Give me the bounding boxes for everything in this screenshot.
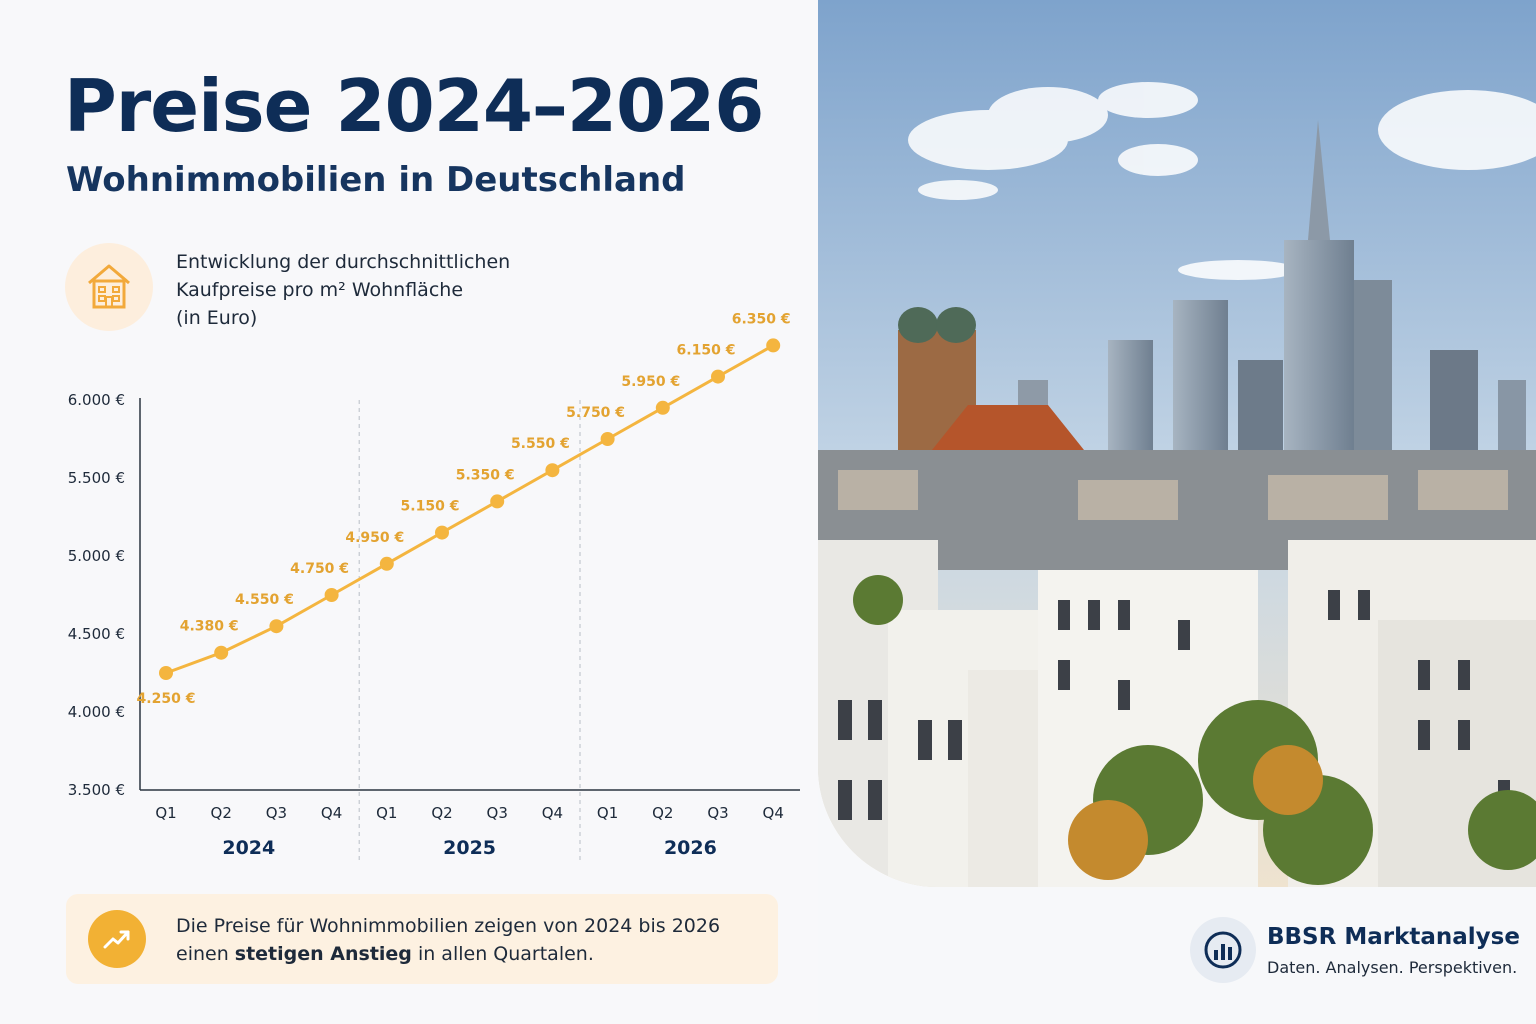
- data-point: [269, 619, 284, 634]
- note-line: einen stetigen Anstieg in allen Quartale…: [176, 943, 594, 965]
- data-label: 5.750 €: [566, 405, 625, 421]
- x-tick-label: Q2: [431, 804, 452, 822]
- data-point: [379, 556, 394, 571]
- y-tick-label: 3.500 €: [68, 781, 125, 799]
- data-label: 5.150 €: [401, 499, 460, 515]
- x-tick-label: Q1: [155, 804, 176, 822]
- brand-tagline: Daten. Analysen. Perspektiven.: [1267, 958, 1518, 977]
- house-icon: [65, 243, 153, 331]
- bar-chart-icon: [1190, 917, 1256, 983]
- page-title: Preise 2024–2026: [64, 64, 764, 148]
- x-tick-label: Q2: [652, 804, 673, 822]
- data-point: [545, 463, 560, 478]
- description-line: Entwicklung der durchschnittlichen: [176, 251, 511, 273]
- data-label: 5.350 €: [456, 467, 515, 483]
- y-tick-label: 6.000 €: [68, 391, 125, 409]
- data-point: [600, 432, 615, 446]
- data-label: 5.950 €: [621, 374, 680, 390]
- page-subtitle: Wohnimmobilien in Deutschland: [66, 160, 686, 200]
- y-tick-label: 5.000 €: [68, 547, 125, 565]
- x-tick-label: Q1: [376, 804, 397, 822]
- data-point: [711, 369, 725, 384]
- data-point: [655, 400, 670, 415]
- data-point: [766, 338, 781, 353]
- x-tick-label: Q3: [487, 804, 508, 822]
- brand-name: BBSR Marktanalyse: [1267, 924, 1520, 950]
- trend-up-icon: [88, 910, 146, 968]
- data-point: [214, 645, 229, 660]
- x-tick-label: Q3: [707, 804, 728, 822]
- description-line: (in Euro): [176, 307, 258, 329]
- price-line-chart: 3.500 € 4.000 € 4.500 € 5.000 € 5.500 € 6.000…: [68, 311, 800, 860]
- y-tick-label: 5.500 €: [68, 469, 125, 487]
- data-label: 4.250 €: [137, 691, 196, 707]
- description-line: Kaufpreise pro m² Wohnfläche: [176, 279, 464, 301]
- city-skyline-photo: [818, 0, 1536, 887]
- x-tick-label: Q4: [542, 804, 563, 822]
- x-tick-label: Q2: [211, 804, 232, 822]
- data-point: [159, 666, 173, 680]
- x-tick-label: Q1: [597, 804, 618, 822]
- data-label: 4.550 €: [235, 592, 294, 608]
- data-label: 5.550 €: [511, 436, 570, 452]
- x-tick-label: Q4: [321, 804, 342, 822]
- data-label: 4.380 €: [180, 619, 239, 635]
- x-tick-label: Q3: [266, 804, 287, 822]
- data-label: 4.750 €: [290, 561, 349, 577]
- year-label: 2024: [222, 837, 275, 859]
- y-tick-label: 4.500 €: [68, 625, 125, 643]
- data-point: [324, 588, 339, 602]
- note-line: Die Preise für Wohnimmobilien zeigen von…: [176, 915, 721, 937]
- data-label: 4.950 €: [345, 530, 404, 546]
- chart-description: Entwicklung der durchschnittlichen Kaufp…: [176, 248, 510, 332]
- year-label: 2025: [443, 837, 496, 859]
- x-tick-label: Q4: [763, 804, 784, 822]
- y-tick-label: 4.000 €: [68, 703, 125, 721]
- info-panel: Preise 2024–2026 Wohnimmobilien in Deuts…: [64, 64, 800, 984]
- summary-note: Die Preise für Wohnimmobilien zeigen von…: [66, 894, 778, 984]
- data-label: 6.150 €: [677, 343, 736, 359]
- data-label: 6.350 €: [732, 311, 791, 327]
- year-label: 2026: [664, 837, 717, 859]
- data-point: [435, 525, 449, 540]
- data-point: [490, 494, 505, 509]
- note-text: Die Preise für Wohnimmobilien zeigen von…: [176, 912, 720, 968]
- note-emphasis: stetigen Anstieg: [234, 943, 412, 965]
- series-line: [165, 344, 774, 675]
